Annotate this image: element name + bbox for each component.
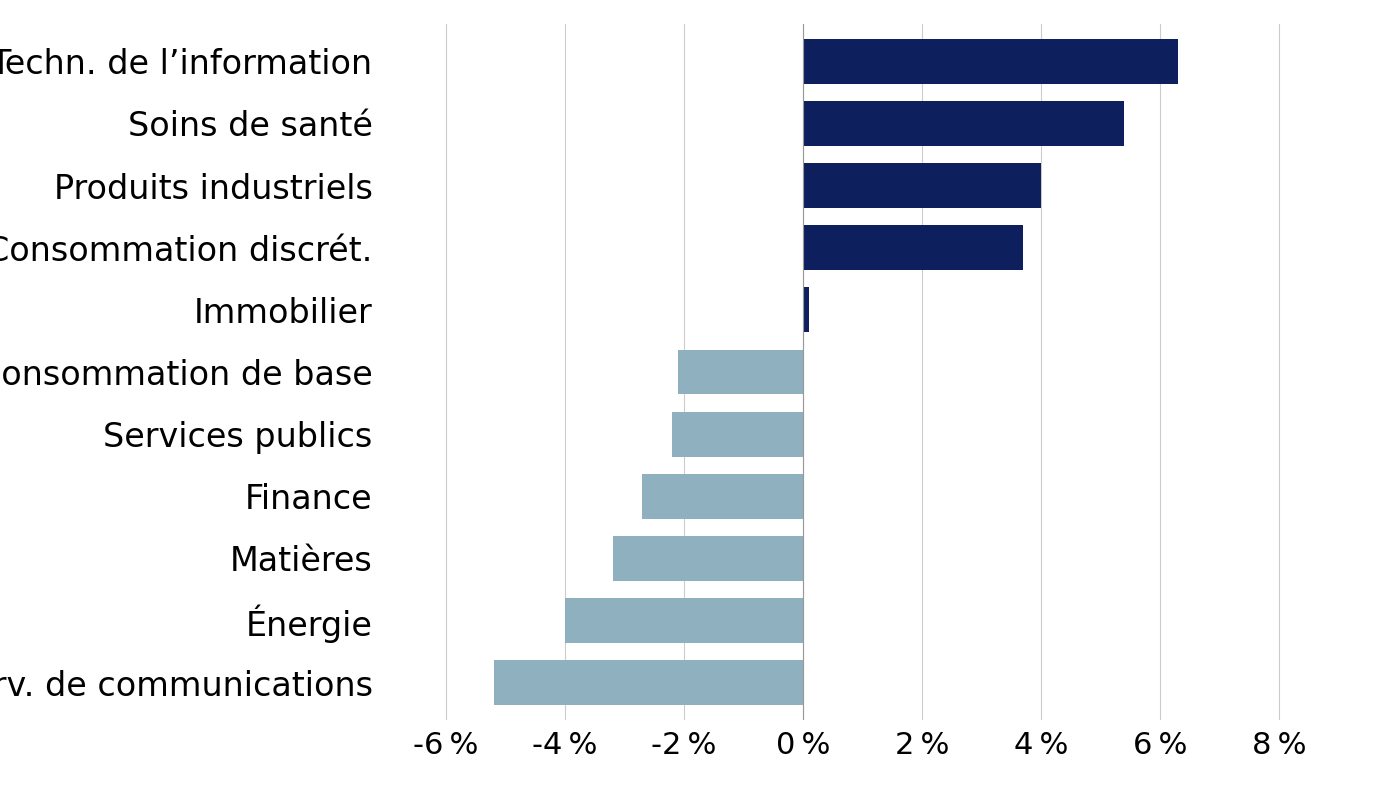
Bar: [613, 536, 803, 581]
Bar: [494, 660, 803, 705]
Bar: [803, 39, 1179, 84]
Bar: [564, 598, 803, 643]
Bar: [803, 226, 1023, 270]
Bar: [803, 163, 1041, 208]
Bar: [803, 101, 1125, 146]
Bar: [642, 474, 803, 518]
Bar: [803, 287, 809, 332]
Bar: [678, 350, 803, 394]
Bar: [672, 412, 803, 457]
